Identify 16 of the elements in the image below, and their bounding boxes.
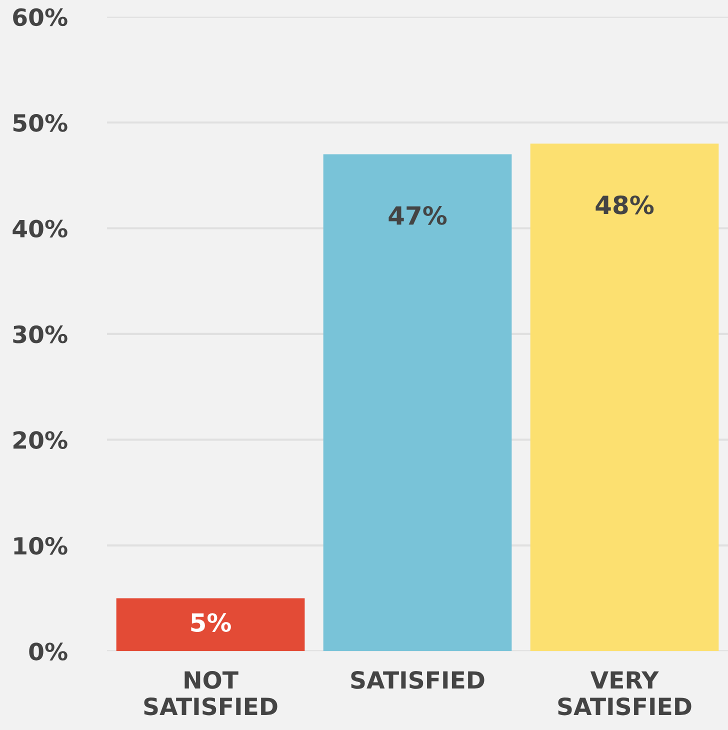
data-label: 5% xyxy=(191,613,231,632)
bar xyxy=(323,154,512,652)
x-tick-label: NOT SATISFIED xyxy=(144,671,278,716)
y-tick-label: 50% xyxy=(13,114,68,132)
data-label: 48% xyxy=(596,195,654,214)
x-tick-label: VERY SATISFIED xyxy=(558,671,692,716)
y-tick-label: 30% xyxy=(13,325,68,344)
y-tick-label: 20% xyxy=(13,431,68,450)
y-tick-label: 40% xyxy=(12,220,68,238)
y-tick-label: 60% xyxy=(13,8,68,26)
data-label: 47% xyxy=(388,206,447,225)
bar xyxy=(116,598,305,652)
y-tick-label: 10% xyxy=(14,536,68,555)
bar xyxy=(530,144,719,652)
x-tick-label: SATISFIED xyxy=(351,671,484,689)
y-tick-label: 0% xyxy=(29,642,68,660)
